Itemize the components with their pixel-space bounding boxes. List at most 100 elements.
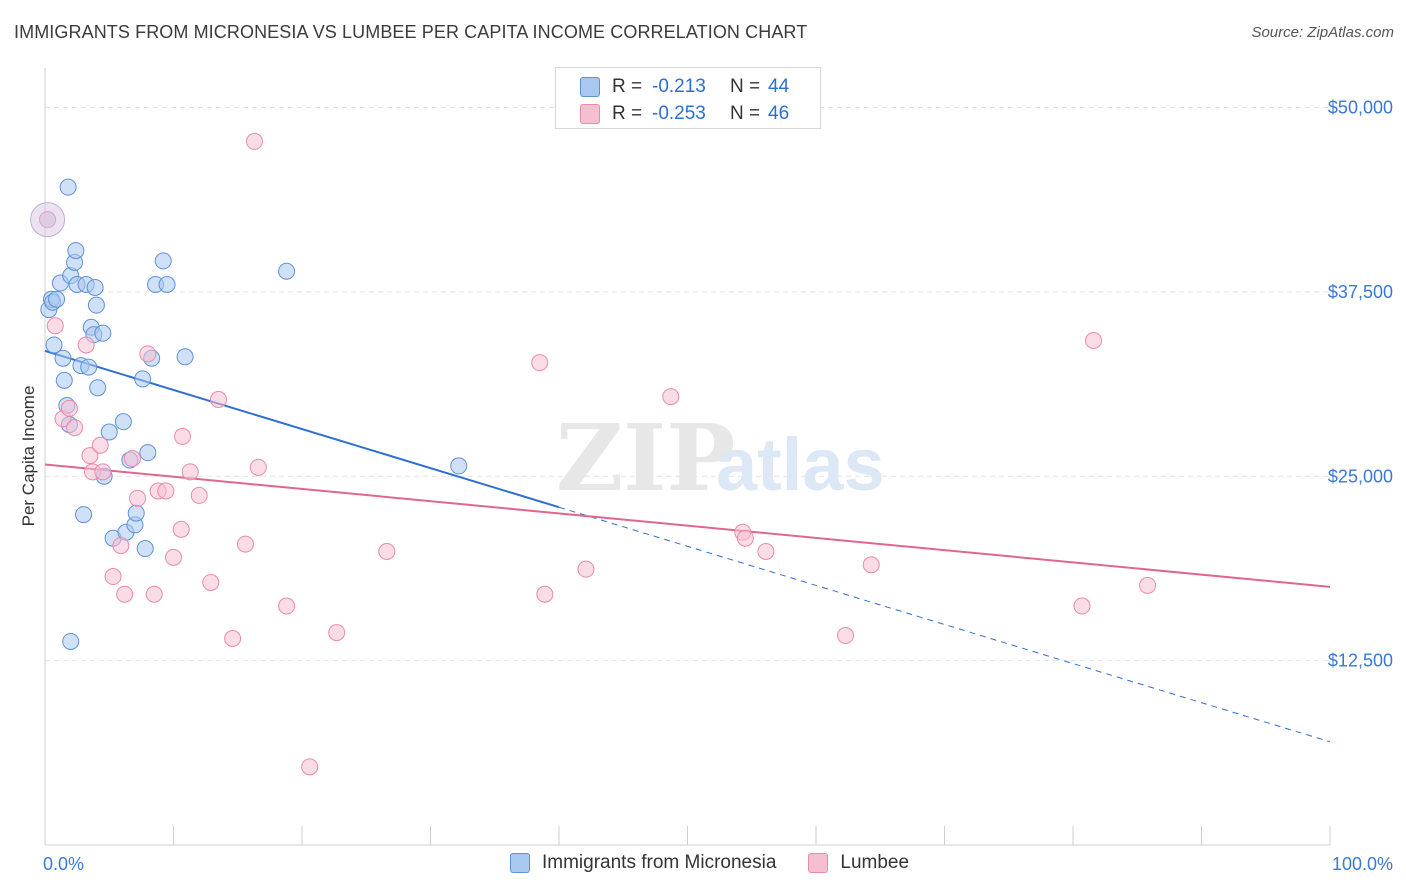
point-lumbee xyxy=(531,354,549,372)
point-micronesia xyxy=(158,276,176,293)
point-micronesia xyxy=(62,632,80,650)
point-lumbee xyxy=(328,624,346,642)
point-lumbee xyxy=(165,548,182,566)
legend-swatch-pink xyxy=(580,104,600,124)
point-overlap-large xyxy=(30,202,66,238)
point-micronesia xyxy=(176,348,194,366)
chart-title: IMMIGRANTS FROM MICRONESIA VS LUMBEE PER… xyxy=(14,22,808,42)
r-value: -0.213 xyxy=(652,76,706,97)
watermark: ZIP atlas xyxy=(556,404,885,512)
point-lumbee xyxy=(202,573,220,591)
y-axis-label: Per Capita Income xyxy=(19,386,38,527)
point-micronesia xyxy=(94,324,112,342)
trendline-micronesia xyxy=(44,349,560,509)
series-legend: Immigrants from Micronesia Lumbee xyxy=(510,852,941,874)
point-micronesia xyxy=(87,296,105,314)
y-tick-label: $50,000 xyxy=(1328,98,1393,118)
point-lumbee xyxy=(190,486,208,504)
point-lumbee xyxy=(66,419,84,437)
point-micronesia xyxy=(278,262,296,280)
point-lumbee xyxy=(278,597,296,615)
point-lumbee xyxy=(60,399,78,417)
source-credit: Source: ZipAtlas.com xyxy=(1251,24,1394,41)
point-lumbee xyxy=(757,542,775,560)
point-lumbee xyxy=(139,345,157,363)
point-lumbee xyxy=(1073,597,1091,615)
svg-text:atlas: atlas xyxy=(716,423,885,506)
point-micronesia xyxy=(450,457,468,475)
point-lumbee xyxy=(104,568,122,586)
legend-swatch-pink xyxy=(808,853,829,873)
x-tick-label: 100.0% xyxy=(1332,854,1393,874)
point-lumbee xyxy=(236,535,254,553)
point-lumbee xyxy=(172,520,190,538)
grid-lines xyxy=(45,107,1330,662)
trendline-micronesia-extrapolated xyxy=(558,506,1331,743)
r-label: R = xyxy=(612,76,643,97)
point-lumbee xyxy=(245,132,263,150)
point-lumbee xyxy=(145,585,163,603)
x-tick-label: 0.0% xyxy=(43,854,84,874)
point-lumbee xyxy=(209,391,227,409)
n-label: N = xyxy=(730,76,761,97)
point-micronesia xyxy=(127,504,145,522)
point-micronesia xyxy=(80,358,98,376)
point-micronesia xyxy=(55,371,73,389)
legend-label: Lumbee xyxy=(840,852,910,873)
legend-label: Immigrants from Micronesia xyxy=(542,852,777,873)
y-tick-label: $25,000 xyxy=(1328,466,1393,486)
point-lumbee xyxy=(116,585,134,603)
tick-labels: $12,500 $25,000 $37,500 $50,000 0.0% 100.0% xyxy=(43,98,1393,875)
point-micronesia xyxy=(48,290,66,308)
data-points xyxy=(30,132,1157,776)
point-lumbee xyxy=(77,336,95,354)
point-lumbee xyxy=(181,463,199,481)
point-lumbee xyxy=(123,450,141,468)
r-label: R = xyxy=(612,103,643,124)
point-micronesia xyxy=(114,413,132,431)
point-micronesia xyxy=(45,336,63,354)
point-lumbee xyxy=(662,388,680,406)
r-value: -0.253 xyxy=(652,103,706,124)
point-lumbee xyxy=(837,627,855,645)
legend-row-micronesia: R = -0.213 N = 44 xyxy=(580,75,789,99)
point-micronesia xyxy=(54,349,72,367)
legend-item-lumbee: Lumbee xyxy=(808,852,909,874)
point-micronesia xyxy=(154,252,172,270)
point-lumbee xyxy=(173,427,191,445)
legend-swatch-blue xyxy=(580,77,600,97)
trend-lines xyxy=(44,349,1331,743)
point-lumbee xyxy=(91,436,109,454)
point-lumbee xyxy=(536,585,554,603)
point-micronesia xyxy=(134,370,152,388)
correlation-legend: R = -0.213 N = 44 R = -0.253 N = 46 xyxy=(555,67,821,129)
y-tick-label: $12,500 xyxy=(1328,651,1393,671)
svg-text:ZIP: ZIP xyxy=(556,404,735,512)
point-lumbee xyxy=(249,458,267,476)
point-micronesia xyxy=(89,379,107,397)
point-lumbee xyxy=(46,317,64,335)
y-tick-label: $37,500 xyxy=(1328,282,1393,302)
point-micronesia xyxy=(100,423,118,441)
n-value: 46 xyxy=(768,103,790,124)
point-micronesia xyxy=(59,178,77,196)
legend-row-lumbee: R = -0.253 N = 46 xyxy=(580,102,789,126)
point-lumbee xyxy=(129,489,147,507)
point-lumbee xyxy=(301,758,319,776)
point-lumbee xyxy=(81,447,99,465)
n-label: N = xyxy=(730,103,761,124)
point-lumbee xyxy=(224,630,242,647)
point-micronesia xyxy=(139,444,157,462)
legend-swatch-blue xyxy=(510,853,530,873)
point-micronesia xyxy=(136,540,154,558)
point-lumbee xyxy=(1139,576,1157,594)
point-lumbee xyxy=(862,556,880,574)
point-lumbee xyxy=(1085,332,1103,350)
legend-item-micronesia: Immigrants from Micronesia xyxy=(510,852,776,874)
point-lumbee xyxy=(94,463,112,481)
point-lumbee xyxy=(157,482,175,500)
n-value: 44 xyxy=(768,76,790,97)
axes xyxy=(44,68,1331,846)
point-lumbee xyxy=(378,542,396,560)
